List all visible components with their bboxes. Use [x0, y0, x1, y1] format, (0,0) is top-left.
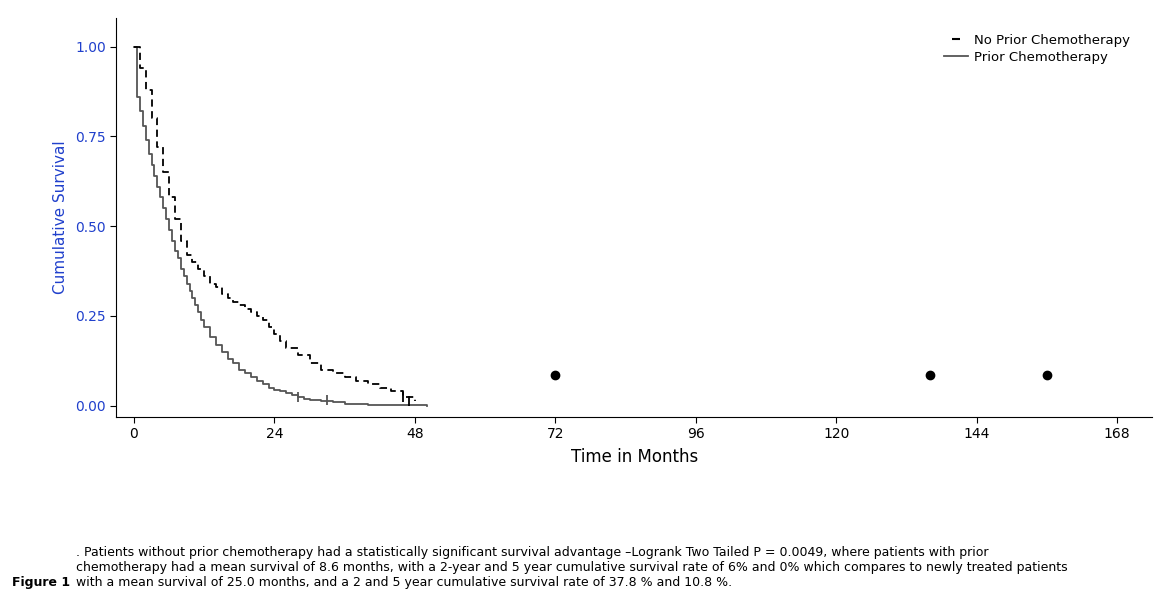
Y-axis label: Cumulative Survival: Cumulative Survival: [54, 140, 69, 294]
Legend: No Prior Chemotherapy, Prior Chemotherapy: No Prior Chemotherapy, Prior Chemotherap…: [938, 29, 1135, 69]
Text: . Patients without prior chemotherapy had a statistically significant survival a: . Patients without prior chemotherapy ha…: [76, 546, 1067, 589]
X-axis label: Time in Months: Time in Months: [570, 448, 698, 466]
Text: Figure 1: Figure 1: [12, 576, 70, 589]
